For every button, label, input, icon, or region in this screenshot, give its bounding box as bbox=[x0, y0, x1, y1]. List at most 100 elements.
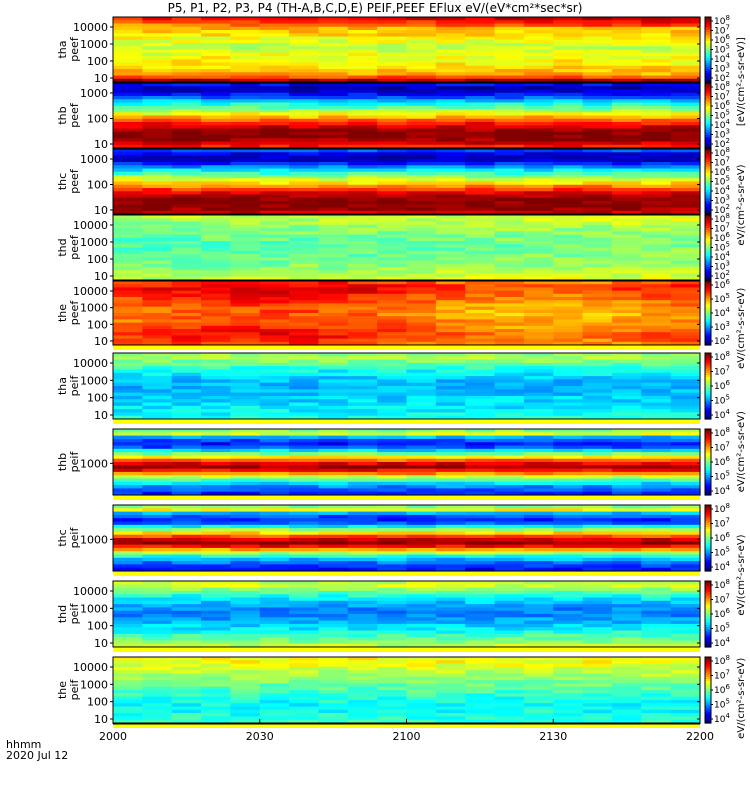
heatmap-cell bbox=[318, 178, 349, 183]
heatmap-cell bbox=[435, 175, 466, 179]
heatmap-cell bbox=[230, 72, 261, 77]
colorbar-segment bbox=[705, 209, 711, 213]
heatmap-cell bbox=[582, 448, 613, 453]
heatmap-cell bbox=[494, 309, 525, 314]
heatmap-cell bbox=[670, 587, 701, 592]
heatmap-cell bbox=[259, 382, 290, 387]
heatmap-cell bbox=[318, 231, 349, 236]
heatmap-cell bbox=[289, 534, 320, 539]
heatmap-cell bbox=[201, 228, 231, 232]
heatmap-cell bbox=[641, 155, 672, 160]
heatmap-cell bbox=[347, 92, 378, 97]
heatmap-cell bbox=[259, 455, 290, 460]
heatmap-cell bbox=[377, 541, 408, 546]
heatmap-cell bbox=[230, 719, 261, 724]
heatmap-cell bbox=[553, 353, 584, 357]
heatmap-cell bbox=[113, 287, 143, 292]
heatmap-cell bbox=[494, 554, 525, 559]
heatmap-cell bbox=[171, 458, 202, 463]
heatmap-cell bbox=[641, 458, 672, 463]
heatmap-cell bbox=[318, 680, 349, 684]
heatmap-cell bbox=[142, 455, 173, 460]
heatmap-cell bbox=[406, 465, 437, 470]
heatmap-cell bbox=[347, 89, 378, 94]
heatmap-cell bbox=[611, 366, 642, 371]
heatmap-cell bbox=[259, 135, 290, 139]
heatmap-cell bbox=[641, 276, 672, 281]
heatmap-cell bbox=[289, 39, 320, 44]
heatmap-cell bbox=[230, 59, 261, 64]
heatmap-cell bbox=[259, 395, 290, 400]
heatmap-cell bbox=[582, 228, 613, 232]
heatmap-cell bbox=[406, 620, 437, 625]
heatmap-cell bbox=[553, 17, 584, 21]
heatmap-cell bbox=[377, 273, 408, 278]
heatmap-cell bbox=[670, 46, 701, 51]
heatmap-cell bbox=[641, 703, 672, 708]
heatmap-cell bbox=[465, 359, 496, 364]
colorbar-segment bbox=[705, 716, 711, 720]
heatmap-cell bbox=[377, 319, 408, 324]
heatmap-cell bbox=[611, 389, 642, 394]
heatmap-cell bbox=[465, 194, 496, 199]
colorbar-segment bbox=[705, 102, 711, 106]
colorbar-segment bbox=[705, 304, 711, 308]
heatmap-cell bbox=[347, 131, 378, 136]
colorbar-segment bbox=[705, 446, 711, 450]
heatmap-cell bbox=[289, 429, 320, 433]
heatmap-cell bbox=[230, 281, 261, 285]
heatmap-cell bbox=[347, 207, 378, 212]
colorbar-segment bbox=[705, 234, 711, 238]
heatmap-cell bbox=[641, 39, 672, 44]
heatmap-cell bbox=[611, 260, 642, 265]
heatmap-cell bbox=[113, 528, 143, 532]
heatmap-cell bbox=[406, 584, 437, 589]
heatmap-cell bbox=[377, 412, 408, 417]
heatmap-cell bbox=[641, 92, 672, 97]
colorbar-tick-label: 102 bbox=[714, 203, 730, 216]
heatmap-cell bbox=[318, 263, 349, 268]
heatmap-cell bbox=[201, 554, 231, 559]
heatmap-cell bbox=[289, 17, 320, 21]
heatmap-cell bbox=[289, 713, 320, 717]
heatmap-cell bbox=[670, 686, 701, 691]
colorbar-segment bbox=[705, 620, 711, 624]
heatmap-cell bbox=[406, 329, 437, 333]
heatmap-cell bbox=[406, 300, 437, 304]
heatmap-cell bbox=[347, 122, 378, 126]
heatmap-cell bbox=[377, 600, 408, 605]
heatmap-cell bbox=[318, 551, 349, 556]
heatmap-cell bbox=[318, 409, 349, 413]
heatmap-cell bbox=[670, 75, 701, 80]
heatmap-cell bbox=[611, 531, 642, 536]
heatmap-cell bbox=[553, 86, 584, 91]
heatmap-cell bbox=[523, 356, 554, 361]
heatmap-cell bbox=[377, 56, 408, 60]
colorbar-thd-peif bbox=[705, 581, 711, 648]
heatmap-cell bbox=[289, 660, 320, 665]
colorbar-unit-label: [eV/(cm²-s-sr-eV)] bbox=[736, 37, 747, 126]
heatmap-cell bbox=[641, 680, 672, 684]
colorbar-tick-label: 102 bbox=[714, 71, 730, 84]
heatmap-cell bbox=[142, 696, 173, 701]
heatmap-cell bbox=[113, 680, 143, 684]
colorbar-segment bbox=[705, 546, 711, 550]
heatmap-cell bbox=[465, 96, 496, 100]
heatmap-cell bbox=[435, 319, 466, 324]
heatmap-cell bbox=[523, 218, 554, 223]
heatmap-cell bbox=[435, 528, 466, 532]
heatmap-cell bbox=[523, 604, 554, 608]
heatmap-cell bbox=[494, 325, 525, 330]
heatmap-cell bbox=[318, 162, 349, 166]
heatmap-cell bbox=[259, 188, 290, 192]
heatmap-cell bbox=[641, 293, 672, 298]
heatmap-cell bbox=[113, 670, 143, 675]
heatmap-cell bbox=[406, 49, 437, 54]
heatmap-cell bbox=[523, 670, 554, 675]
heatmap-cell bbox=[113, 663, 143, 668]
heatmap-cell bbox=[230, 590, 261, 595]
heatmap-cell bbox=[523, 99, 554, 104]
heatmap-cell bbox=[406, 197, 437, 202]
heatmap-cell bbox=[523, 290, 554, 295]
heatmap-cell bbox=[377, 118, 408, 123]
